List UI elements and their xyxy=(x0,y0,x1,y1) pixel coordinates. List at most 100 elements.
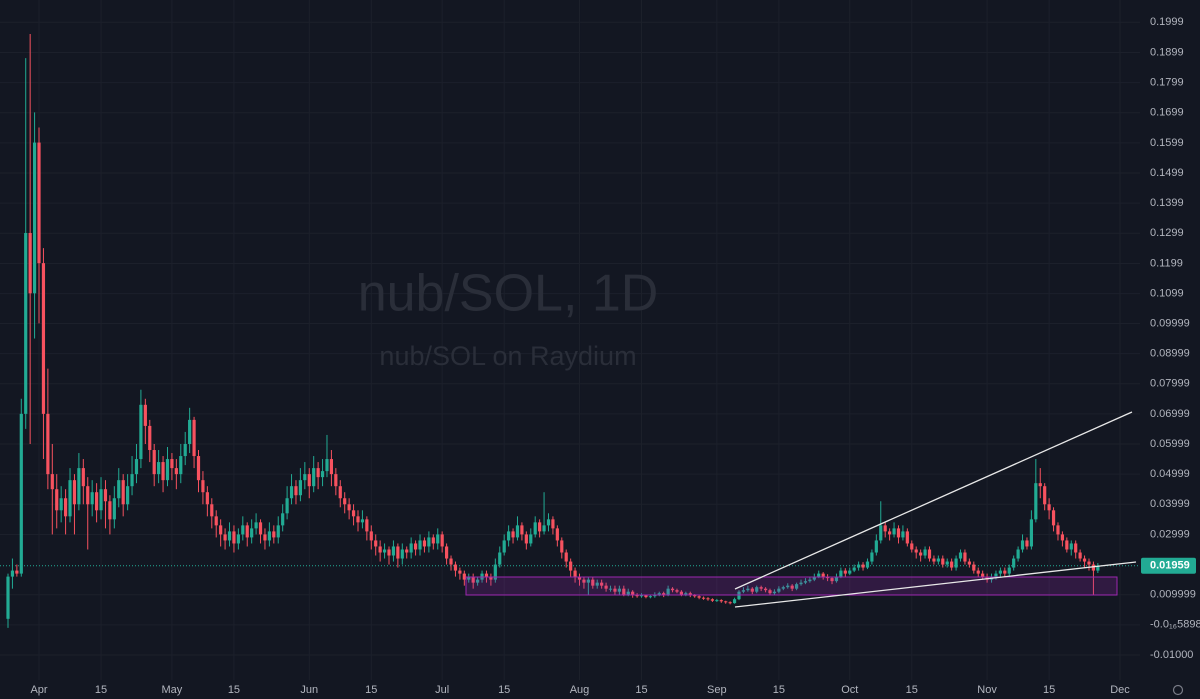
candle-body xyxy=(24,232,28,414)
x-tick-label: 15 xyxy=(773,684,785,696)
candle-body xyxy=(883,525,887,532)
candle-body xyxy=(112,498,116,520)
candle-body xyxy=(688,593,692,596)
candle-body xyxy=(157,462,161,475)
candle-body xyxy=(542,525,546,532)
candle-body xyxy=(794,584,799,589)
candle-body xyxy=(719,600,723,602)
candle-body xyxy=(710,599,715,601)
candle-body xyxy=(768,590,772,594)
candle-body xyxy=(227,531,232,541)
candle-body xyxy=(81,468,85,487)
candle-body xyxy=(338,486,342,499)
candle-body xyxy=(303,474,307,481)
candle-body xyxy=(351,510,356,517)
candle-body xyxy=(325,459,329,472)
candle-body xyxy=(626,591,630,595)
trend-line-upper xyxy=(734,411,1133,590)
candle-body xyxy=(546,519,551,526)
candle-body xyxy=(210,504,214,517)
candle-body xyxy=(440,534,444,547)
candle-body xyxy=(1043,486,1047,505)
candle-body xyxy=(1087,561,1091,565)
candle-body xyxy=(1078,552,1082,559)
candle-body xyxy=(706,598,710,600)
candle-body xyxy=(1069,543,1073,550)
candle-body xyxy=(981,573,985,577)
last-price-box xyxy=(1141,557,1196,574)
candle-body xyxy=(586,579,590,583)
candle-body xyxy=(870,552,874,562)
candle-body xyxy=(108,501,112,520)
candle-body xyxy=(994,573,998,577)
candle-body xyxy=(1056,525,1060,535)
y-tick-label: 0.1499 xyxy=(1150,167,1184,179)
candle-body xyxy=(28,232,32,294)
candle-body xyxy=(374,540,378,547)
candle-body xyxy=(223,534,227,541)
candle-body xyxy=(360,519,365,523)
candle-body xyxy=(732,599,737,604)
candle-body xyxy=(196,456,201,481)
watermark-title: nub/SOL, 1D xyxy=(358,265,659,323)
last-price-label: 0.01959 xyxy=(1150,560,1190,572)
x-tick-label: Apr xyxy=(30,684,47,696)
candle-body xyxy=(555,528,559,541)
candle-body xyxy=(936,558,940,562)
y-tick-label: 0.09999 xyxy=(1150,317,1190,329)
candle-body xyxy=(476,579,480,583)
candle-body xyxy=(117,480,121,499)
candle-body xyxy=(413,543,418,550)
candle-body xyxy=(320,471,325,478)
candle-body xyxy=(493,564,497,580)
candle-body xyxy=(812,576,816,580)
y-tick-label: 0.1599 xyxy=(1150,137,1184,149)
candle-body xyxy=(152,450,156,475)
candle-body xyxy=(538,522,542,532)
candle-body xyxy=(179,456,183,475)
candle-body xyxy=(972,564,976,571)
candle-body xyxy=(245,525,249,538)
x-tick-label: 15 xyxy=(906,684,918,696)
candle-body xyxy=(919,552,923,556)
candle-body xyxy=(1020,540,1025,550)
candle-body xyxy=(790,585,794,589)
x-tick-label: 15 xyxy=(228,684,240,696)
candle-body xyxy=(1038,483,1042,487)
candle-body xyxy=(387,549,391,556)
candle-body xyxy=(188,419,192,444)
candle-body xyxy=(46,413,50,475)
candle-body xyxy=(232,531,236,544)
drawings xyxy=(465,411,1137,608)
candle-body xyxy=(755,587,759,592)
x-tick-label: Nov xyxy=(977,684,997,696)
candle-body xyxy=(759,587,763,589)
candle-body xyxy=(272,531,276,538)
candle-body xyxy=(888,531,892,535)
candle-body xyxy=(613,588,617,592)
candle-body xyxy=(777,588,781,592)
candle-body xyxy=(781,587,785,589)
candle-body xyxy=(670,588,675,591)
candle-body xyxy=(1016,549,1020,559)
candle-body xyxy=(77,468,81,505)
candle-body xyxy=(289,486,294,499)
candle-body xyxy=(932,558,936,562)
watermark-subtitle: nub/SOL on Raydium xyxy=(379,341,636,371)
candle-body xyxy=(369,531,373,541)
settings-icon[interactable] xyxy=(1172,684,1184,696)
candle-body xyxy=(963,552,967,562)
candle-body xyxy=(666,588,670,596)
candle-body xyxy=(927,549,932,559)
candle-body xyxy=(95,492,99,511)
candle-body xyxy=(896,528,901,538)
y-tick-label: 0.1999 xyxy=(1150,16,1184,28)
x-tick-label: Dec xyxy=(1110,684,1130,696)
candle-body xyxy=(1051,510,1056,526)
candle-body xyxy=(201,480,205,493)
candle-body xyxy=(524,534,528,544)
candle-body xyxy=(1065,540,1069,550)
candle-body xyxy=(1074,543,1078,553)
candle-body xyxy=(852,567,856,571)
axes: 0.1999 0.1899 0.1799 0.1699 0.1599 0.1499 0.13… xyxy=(30,16,1200,696)
